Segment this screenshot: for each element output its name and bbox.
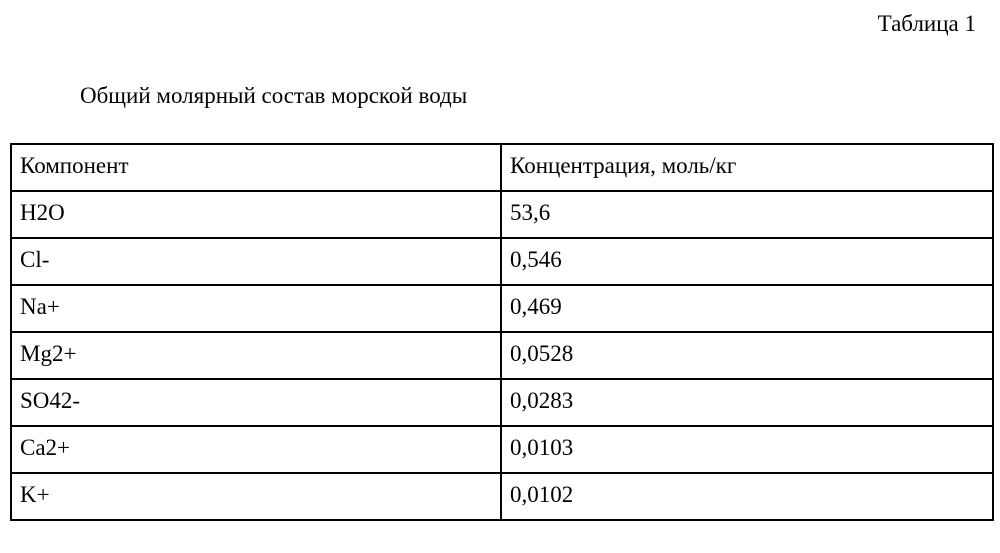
cell-concentration: 0,546	[500, 237, 994, 286]
table-title: Общий молярный состав морской воды	[80, 83, 468, 108]
cell-concentration: 0,0283	[500, 378, 994, 427]
cell-component: Cl-	[10, 237, 502, 286]
cell-component: Mg2+	[10, 331, 502, 380]
table-row: SO42- 0,0283	[10, 378, 994, 427]
table-row: K+ 0,0102	[10, 472, 994, 521]
cell-component: Ca2+	[10, 425, 502, 474]
table-row: Na+ 0,469	[10, 284, 994, 333]
table-row: Cl- 0,546	[10, 237, 994, 286]
cell-concentration: 0,469	[500, 284, 994, 333]
cell-concentration: 53,6	[500, 190, 994, 239]
header-component: Компонент	[10, 143, 502, 192]
cell-component: Na+	[10, 284, 502, 333]
header-concentration: Концентрация, моль/кг	[500, 143, 994, 192]
table-number-label: Таблица 1	[877, 11, 976, 36]
composition-table: Компонент Концентрация, моль/кг H2O 53,6…	[10, 143, 994, 521]
cell-concentration: 0,0528	[500, 331, 994, 380]
table-header-row: Компонент Концентрация, моль/кг	[10, 143, 994, 192]
table-row: Ca2+ 0,0103	[10, 425, 994, 474]
cell-concentration: 0,0102	[500, 472, 994, 521]
cell-component: K+	[10, 472, 502, 521]
cell-component: H2O	[10, 190, 502, 239]
table-row: Mg2+ 0,0528	[10, 331, 994, 380]
cell-concentration: 0,0103	[500, 425, 994, 474]
table-row: H2O 53,6	[10, 190, 994, 239]
cell-component: SO42-	[10, 378, 502, 427]
